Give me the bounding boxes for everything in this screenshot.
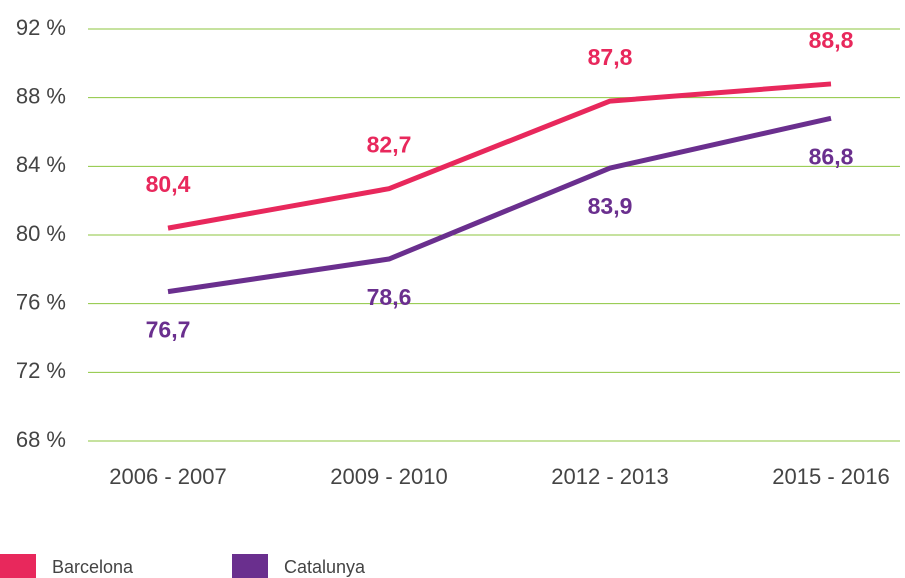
x-tick-label: 2006 - 2007 <box>109 464 226 489</box>
y-tick-label: 76 % <box>16 289 66 314</box>
y-tick-label: 80 % <box>16 221 66 246</box>
data-label: 87,8 <box>588 44 633 70</box>
legend-swatch <box>232 554 268 578</box>
series-line <box>167 115 832 295</box>
x-tick-label: 2012 - 2013 <box>551 464 668 489</box>
y-tick-label: 88 % <box>16 83 66 108</box>
legend-label: Barcelona <box>52 557 134 577</box>
y-tick-label: 68 % <box>16 427 66 452</box>
data-label: 88,8 <box>809 27 854 53</box>
y-tick-label: 92 % <box>16 15 66 40</box>
legend-label: Catalunya <box>284 557 366 577</box>
data-label: 78,6 <box>367 284 412 310</box>
y-tick-label: 72 % <box>16 358 66 383</box>
data-label: 86,8 <box>809 143 854 169</box>
x-tick-label: 2009 - 2010 <box>330 464 447 489</box>
data-label: 82,7 <box>367 132 412 158</box>
data-label: 80,4 <box>146 171 191 197</box>
y-tick-label: 84 % <box>16 152 66 177</box>
legend-swatch <box>0 554 36 578</box>
data-label: 76,7 <box>146 317 191 343</box>
series-line <box>167 81 832 231</box>
x-tick-label: 2015 - 2016 <box>772 464 889 489</box>
data-label: 83,9 <box>588 193 633 219</box>
